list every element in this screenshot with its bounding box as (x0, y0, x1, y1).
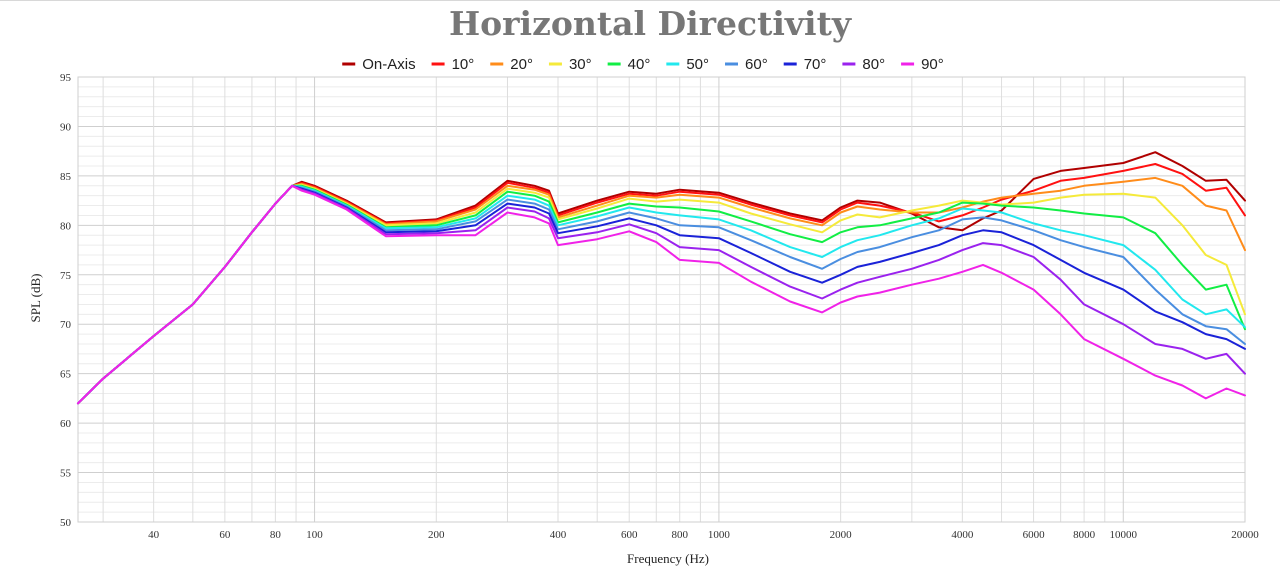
legend-label: 90° (921, 56, 944, 73)
y-tick-label: 70 (60, 319, 72, 331)
x-axis-ticks: 40 60 80 100 200 400 600 800 1000 2000 4000 6000 800… (148, 529, 1259, 541)
legend-label: 20° (510, 56, 533, 73)
series-line-90- (77, 184, 1246, 405)
y-tick-label: 95 (60, 72, 72, 84)
y-tick-label: 85 (60, 171, 72, 183)
legend-label: 70° (804, 56, 827, 73)
legend-label: On-Axis (362, 56, 415, 73)
y-tick-label: 50 (60, 517, 72, 529)
series-line-on-axis (77, 151, 1246, 405)
x-tick-label: 200 (428, 529, 445, 541)
x-tick-label: 400 (550, 529, 567, 541)
chart-title: Horizontal Directivity (449, 4, 852, 43)
x-tick-label: 6000 (1023, 529, 1046, 541)
legend-label: 30° (569, 56, 592, 73)
x-tick-label: 10000 (1110, 529, 1138, 541)
series-lines (77, 151, 1246, 405)
x-tick-label: 600 (621, 529, 638, 541)
top-divider (0, 0, 1280, 1)
legend: On-Axis 10° 20° 30° 40° 50° 60° 70° 80° 90° (342, 56, 944, 73)
x-tick-label: 800 (671, 529, 688, 541)
x-tick-label: 8000 (1073, 529, 1096, 541)
y-tick-label: 60 (60, 418, 72, 430)
x-tick-label: 4000 (951, 529, 974, 541)
x-tick-label: 20000 (1231, 529, 1259, 541)
y-tick-label: 80 (60, 220, 72, 232)
legend-label: 40° (628, 56, 651, 73)
y-axis-ticks: 50 55 60 65 70 75 80 85 90 95 (60, 72, 72, 529)
series-line-10- (77, 163, 1246, 405)
x-tick-label: 80 (270, 529, 282, 541)
y-tick-label: 75 (60, 270, 72, 282)
x-tick-label: 60 (219, 529, 231, 541)
legend-label: 80° (862, 56, 885, 73)
legend-label: 50° (686, 56, 709, 73)
gridlines (77, 76, 1246, 523)
series-line-30- (77, 183, 1246, 405)
y-tick-label: 90 (60, 121, 72, 133)
legend-label: 10° (452, 56, 475, 73)
legend-label: 60° (745, 56, 768, 73)
x-tick-label: 1000 (708, 529, 731, 541)
x-axis-label: Frequency (Hz) (627, 551, 709, 566)
x-tick-label: 2000 (830, 529, 853, 541)
y-tick-label: 55 (60, 468, 72, 480)
y-tick-label: 65 (60, 369, 72, 381)
y-axis-label: SPL (dB) (28, 274, 43, 323)
x-tick-label: 100 (306, 529, 323, 541)
x-tick-label: 40 (148, 529, 160, 541)
plot-frame (77, 76, 1246, 523)
